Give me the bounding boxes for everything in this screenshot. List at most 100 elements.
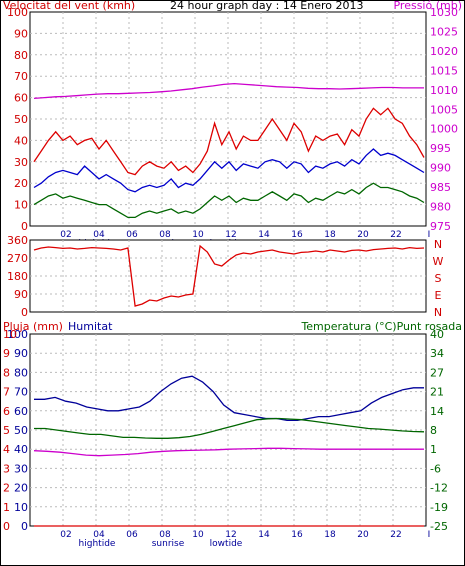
x-tick-label: 08 bbox=[159, 530, 171, 540]
y-tick-label-right: 1010 bbox=[430, 84, 458, 97]
temperature-axis-label: Temperatura (°C)Punt rosada bbox=[300, 320, 462, 333]
series-line bbox=[33, 148, 425, 193]
x-tick-label: 04 bbox=[93, 230, 105, 240]
y-tick-label-right: 40 bbox=[430, 328, 444, 341]
y-tick-label-left: 100 bbox=[7, 328, 28, 341]
series-line bbox=[33, 244, 425, 307]
x-tick-label: 16 bbox=[291, 230, 303, 240]
x-tick-label: 02 bbox=[60, 230, 71, 240]
y-tick-label-left: 50 bbox=[14, 424, 28, 437]
y-tick-label-right: -6 bbox=[430, 462, 441, 475]
y-tick-label-right: 975 bbox=[430, 220, 451, 233]
y-tick-label-right: 1000 bbox=[430, 123, 458, 136]
compass-label: N bbox=[434, 238, 442, 251]
rain-tick-label: 8 bbox=[3, 366, 10, 379]
y-tick-label-right: 1030 bbox=[430, 6, 458, 19]
x-tick-label: 22 bbox=[390, 230, 401, 240]
y-tick-label-right: 14 bbox=[430, 405, 444, 418]
y-tick-label-left: 90 bbox=[14, 288, 28, 301]
y-tick-label-left: 40 bbox=[14, 134, 28, 147]
x-tick-label: 02 bbox=[60, 530, 71, 540]
y-tick-label-right: 1 bbox=[430, 443, 437, 456]
series-line bbox=[33, 182, 425, 219]
series-line bbox=[34, 417, 425, 439]
series-line bbox=[33, 82, 424, 100]
series-line bbox=[33, 107, 425, 176]
compass-label: S bbox=[435, 272, 442, 285]
y-tick-label-right: 995 bbox=[430, 142, 451, 155]
y-tick-label-right: 27 bbox=[430, 366, 444, 379]
y-tick-label-right: 1005 bbox=[430, 103, 458, 116]
chart-title: 24 hour graph day : 14 Enero 2013 bbox=[170, 0, 364, 12]
x-tick-label: 12 bbox=[225, 530, 236, 540]
y-tick-label-right: 1025 bbox=[430, 25, 458, 38]
rain-tick-label: 4 bbox=[3, 443, 10, 456]
rain-tick-label: 7 bbox=[3, 386, 10, 399]
x-tick-label: 20 bbox=[357, 230, 369, 240]
compass-label: W bbox=[433, 255, 444, 268]
y-tick-label-left: 60 bbox=[14, 92, 28, 105]
x-tick-label: 18 bbox=[324, 230, 336, 240]
humidity-axis-label: Humitat bbox=[68, 320, 113, 333]
y-tick-label-left: 180 bbox=[7, 270, 28, 283]
compass-label: N bbox=[434, 306, 442, 319]
y-tick-label-right: -19 bbox=[430, 501, 448, 514]
x-tick-label: 16 bbox=[291, 530, 303, 540]
y-tick-label-right: -25 bbox=[430, 520, 448, 533]
y-tick-label-left: 80 bbox=[14, 49, 28, 62]
y-tick-label-left: 0 bbox=[21, 306, 28, 319]
compass-label: E bbox=[435, 289, 442, 302]
y-tick-label-left: 0 bbox=[21, 220, 28, 233]
x-tick-label: 20 bbox=[357, 530, 369, 540]
x-event-label: sunrise bbox=[152, 539, 185, 549]
rain-tick-label: 3 bbox=[3, 462, 10, 475]
rain-tick-label: 9 bbox=[3, 347, 10, 360]
x-event-label: lowtide bbox=[210, 539, 243, 549]
x-tick-label: 08 bbox=[159, 230, 171, 240]
x-tick-label: 10 bbox=[192, 530, 204, 540]
x-tick-label: 06 bbox=[126, 230, 138, 240]
x-tick-label: 18 bbox=[324, 530, 336, 540]
rain-tick-label: 6 bbox=[3, 405, 10, 418]
y-tick-label-right: -12 bbox=[430, 482, 448, 495]
y-tick-label-right: 8 bbox=[430, 424, 437, 437]
y-tick-label-left: 80 bbox=[14, 366, 28, 379]
y-tick-label-left: 60 bbox=[14, 405, 28, 418]
y-tick-label-left: 10 bbox=[14, 199, 28, 212]
y-tick-label-left: 10 bbox=[14, 501, 28, 514]
rain-tick-label: 5 bbox=[3, 424, 10, 437]
y-tick-label-right: 985 bbox=[430, 181, 451, 194]
y-tick-label-left: 20 bbox=[14, 177, 28, 190]
y-tick-label-left: 70 bbox=[14, 70, 28, 83]
rain-axis-label: Pluja (mm) bbox=[3, 320, 63, 333]
y-tick-label-left: 360 bbox=[7, 234, 28, 247]
x-tick-label: 06 bbox=[126, 530, 138, 540]
y-tick-label-left: 30 bbox=[14, 156, 28, 169]
rain-tick-label: 2 bbox=[3, 482, 10, 495]
series-line bbox=[34, 375, 424, 422]
x-tick-label: 10 bbox=[192, 230, 204, 240]
y-tick-label-right: 980 bbox=[430, 201, 451, 214]
x-tick-label: 14 bbox=[258, 230, 270, 240]
x-tick-label: 04 bbox=[93, 530, 105, 540]
x-tick-label: I bbox=[428, 530, 431, 540]
x-tick-label: I bbox=[428, 230, 431, 240]
y-tick-label-left: 30 bbox=[14, 462, 28, 475]
y-tick-label-right: 1015 bbox=[430, 64, 458, 77]
y-tick-label-left: 100 bbox=[7, 6, 28, 19]
y-tick-label-left: 90 bbox=[14, 347, 28, 360]
y-tick-label-right: 34 bbox=[430, 347, 444, 360]
rain-tick-label: 0 bbox=[3, 520, 10, 533]
rain-tick-label: 1 bbox=[3, 501, 10, 514]
y-tick-label-left: 70 bbox=[14, 386, 28, 399]
y-tick-label-left: 40 bbox=[14, 443, 28, 456]
y-tick-label-left: 50 bbox=[14, 113, 28, 126]
y-tick-label-left: 270 bbox=[7, 252, 28, 265]
rain-tick-label: 10 bbox=[3, 328, 17, 341]
y-tick-label-left: 90 bbox=[14, 27, 28, 40]
y-tick-label-left: 20 bbox=[14, 482, 28, 495]
